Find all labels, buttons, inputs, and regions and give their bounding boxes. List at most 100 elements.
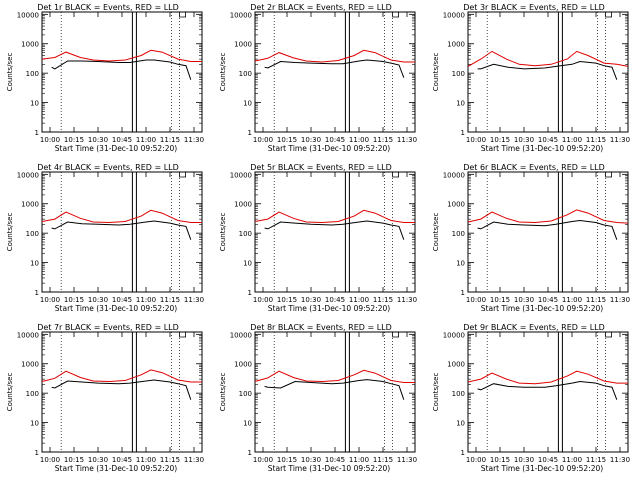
y-axis-label: Counts/sec [219, 213, 227, 252]
x-tick-label: 11:30 [184, 136, 204, 144]
x-tick-label: 11:15 [160, 296, 180, 304]
y-tick-label: 100 [239, 230, 252, 238]
x-tick-label: 10:45 [325, 456, 345, 464]
plot-title: Det 7r BLACK = Events, RED = LLD [37, 323, 179, 332]
x-tick-label: 10:30 [301, 296, 321, 304]
y-axis-label: Counts/sec [6, 53, 14, 92]
plot-title: Det 8r BLACK = Events, RED = LLD [250, 323, 392, 332]
y-tick-label: 10000 [17, 11, 39, 19]
detector-plot-9: Det 9r BLACK = Events, RED = LLD 1 10 100 10… [432, 323, 630, 473]
plot-title: Det 3r BLACK = Events, RED = LLD [463, 3, 605, 12]
x-tick-label: 11:15 [586, 456, 606, 464]
y-tick-label: 100 [26, 70, 39, 78]
series-events-line [51, 379, 192, 400]
y-tick-label: 1000 [447, 201, 465, 209]
y-tick-label: 100 [452, 230, 465, 238]
x-tick-label: 11:30 [184, 456, 204, 464]
plot-title: Det 4r BLACK = Events, RED = LLD [37, 163, 179, 172]
series-lld-line [467, 370, 628, 385]
x-tick-label: 11:00 [562, 456, 582, 464]
x-tick-label: 11:30 [610, 136, 630, 144]
y-tick-label: 100 [26, 390, 39, 398]
plot-frame [41, 331, 203, 453]
y-axis-label: Counts/sec [219, 373, 227, 412]
y-tick-label: 1 [248, 449, 252, 457]
y-tick-label: 10000 [230, 11, 252, 19]
bracket-marker [605, 332, 612, 338]
x-tick-label: 10:45 [325, 296, 345, 304]
x-tick-label: 10:15 [64, 296, 84, 304]
y-tick-label: 10000 [17, 331, 39, 339]
x-tick-label: 10:15 [277, 136, 297, 144]
x-tick-label: 11:15 [373, 136, 393, 144]
y-tick-label: 1 [461, 449, 465, 457]
x-tick-label: 10:00 [253, 296, 273, 304]
plot-frame [254, 331, 416, 453]
bracket-marker [179, 332, 186, 338]
x-tick-label: 11:15 [160, 136, 180, 144]
y-tick-label: 10 [30, 260, 39, 268]
y-tick-label: 10 [243, 100, 252, 108]
series-events-line [477, 60, 618, 80]
y-tick-label: 100 [452, 70, 465, 78]
x-axis-label: Start Time (31-Dec-10 09:52:20) [481, 304, 603, 313]
x-tick-label: 10:30 [514, 296, 534, 304]
y-axis-label: Counts/sec [432, 213, 440, 252]
bracket-marker [605, 172, 612, 178]
series-events-line [51, 220, 192, 240]
y-tick-label: 1000 [234, 201, 252, 209]
x-tick-label: 10:00 [40, 456, 60, 464]
x-tick-label: 11:00 [349, 296, 369, 304]
y-tick-label: 100 [26, 230, 39, 238]
series-lld-line [467, 209, 629, 224]
x-tick-label: 11:00 [136, 456, 156, 464]
y-tick-label: 1000 [21, 201, 39, 209]
bracket-marker [179, 172, 186, 178]
y-tick-label: 1 [248, 289, 252, 297]
series-lld-line [254, 369, 415, 383]
x-tick-label: 10:00 [466, 456, 486, 464]
x-tick-label: 10:30 [88, 456, 108, 464]
x-tick-label: 11:00 [562, 136, 582, 144]
x-tick-label: 10:45 [325, 136, 345, 144]
y-tick-label: 10 [243, 260, 252, 268]
y-tick-label: 1 [35, 289, 39, 297]
x-axis-label: Start Time (31-Dec-10 09:52:20) [55, 304, 177, 313]
detector-plot-7: Det 7r BLACK = Events, RED = LLD 1 10 100 10… [6, 323, 204, 473]
bracket-marker [605, 12, 612, 18]
x-axis-label: Start Time (31-Dec-10 09:52:20) [268, 304, 390, 313]
series-lld-line [41, 209, 202, 224]
y-tick-label: 1 [35, 129, 39, 137]
x-tick-label: 10:00 [40, 296, 60, 304]
x-tick-label: 11:15 [373, 456, 393, 464]
series-lld-line [41, 369, 202, 383]
series-lld-line [41, 49, 202, 62]
x-tick-label: 10:15 [277, 456, 297, 464]
series-events-line [264, 379, 405, 400]
y-tick-label: 1 [35, 449, 39, 457]
x-tick-label: 11:30 [397, 456, 417, 464]
x-tick-label: 10:45 [538, 456, 558, 464]
x-tick-label: 10:15 [277, 296, 297, 304]
x-tick-label: 10:15 [64, 136, 84, 144]
y-axis-label: Counts/sec [219, 53, 227, 92]
y-tick-label: 10 [456, 420, 465, 428]
plot-frame [467, 11, 629, 133]
y-tick-label: 1000 [447, 361, 465, 369]
x-tick-label: 10:30 [514, 456, 534, 464]
y-tick-label: 1 [461, 289, 465, 297]
y-tick-label: 10000 [17, 171, 39, 179]
y-axis-label: Counts/sec [432, 373, 440, 412]
y-tick-label: 100 [239, 70, 252, 78]
bracket-marker [392, 12, 399, 18]
x-axis-label: Start Time (31-Dec-10 09:52:20) [55, 144, 177, 153]
x-tick-label: 10:45 [538, 136, 558, 144]
x-tick-label: 10:30 [88, 296, 108, 304]
x-tick-label: 11:30 [184, 296, 204, 304]
x-tick-label: 10:30 [301, 136, 321, 144]
plot-title: Det 9r BLACK = Events, RED = LLD [463, 323, 605, 332]
x-axis-label: Start Time (31-Dec-10 09:52:20) [268, 464, 390, 473]
series-events-line [264, 59, 405, 78]
x-tick-label: 11:00 [136, 136, 156, 144]
y-tick-label: 1000 [21, 361, 39, 369]
